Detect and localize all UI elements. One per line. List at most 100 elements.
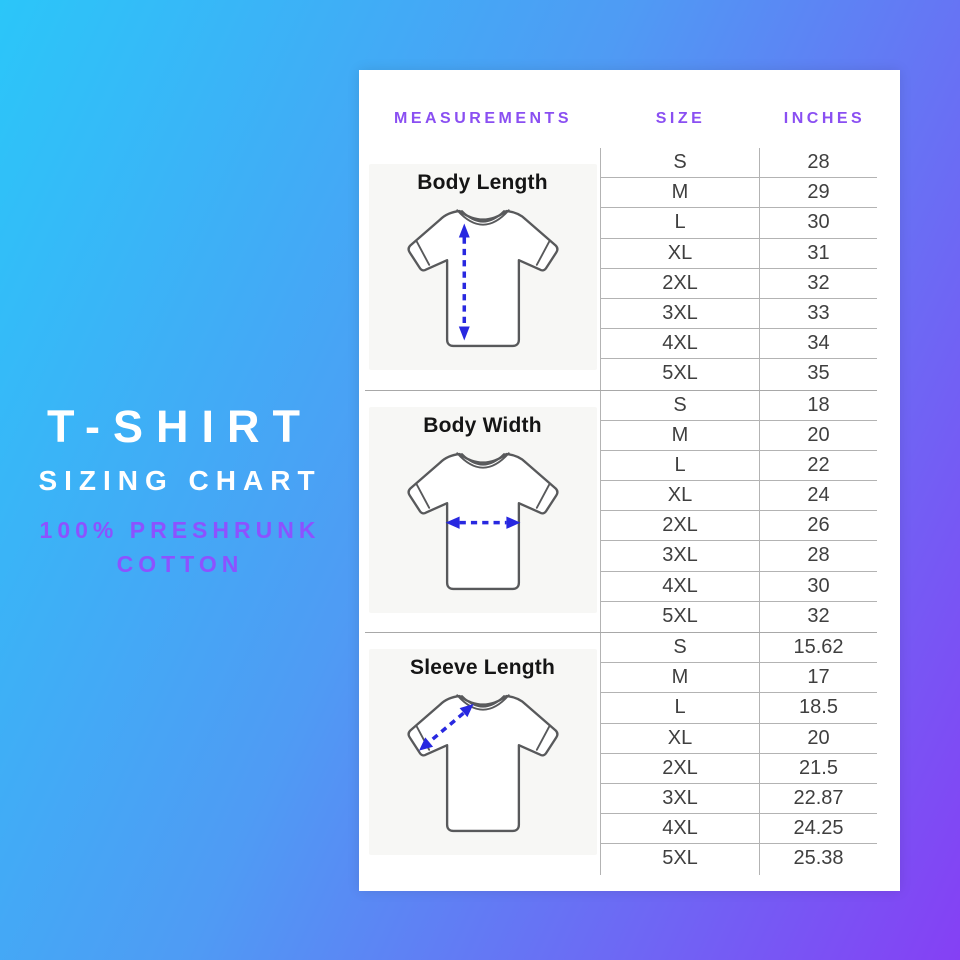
size-cell: 3XL [601, 298, 760, 329]
tshirt-sleeve-length-icon [406, 694, 559, 833]
inches-cell: 28 [807, 544, 830, 567]
section-body-length: Body Length S 28 M 29 L 30 XL 31 2XL 32 3XL 33 4XL 34… [365, 148, 877, 391]
size-cell: 5XL [601, 359, 760, 390]
inches-cell: 33 [807, 301, 830, 324]
body-width-rows: S 18 M 20 L 22 XL 24 2XL 26 3XL 28 4XL 30 5XL 32 [600, 390, 877, 632]
size-row: M 20 [601, 420, 877, 451]
size-cell: M [601, 663, 760, 693]
inches-cell: 21.5 [799, 756, 838, 779]
size-cell: 5XL [601, 844, 760, 875]
measurement-label: Sleeve Length [410, 656, 555, 679]
size-cell: 3XL [601, 541, 760, 571]
size-row: 5XL 32 [601, 601, 877, 632]
inches-cell: 32 [807, 604, 830, 627]
inches-cell: 24 [807, 484, 830, 507]
size-cell: S [601, 633, 760, 663]
inches-cell: 28 [807, 151, 830, 173]
measurement-label: Body Width [423, 413, 542, 437]
size-row: S 28 [601, 148, 877, 179]
size-row: 3XL 28 [601, 541, 877, 572]
size-cell: 4XL [601, 814, 760, 844]
section-body-width: Body Width S 18 M 20 L 22 XL 24 2XL 26 3XL 28 4XL 30 5… [365, 390, 877, 633]
size-row: 2XL 32 [601, 268, 877, 299]
column-headers: MEASUREMENTS SIZE INCHES [365, 70, 900, 128]
poster-title-block: T-SHIRT SIZING CHART 100% PRESHRUNK COTT… [0, 404, 360, 576]
size-cell: L [601, 693, 760, 723]
inches-cell: 31 [807, 241, 830, 264]
left-panel: T-SHIRT SIZING CHART 100% PRESHRUNK COTT… [0, 0, 360, 960]
body-width-illustration: Body Width [368, 406, 597, 613]
size-row: 3XL 22.87 [601, 783, 877, 815]
inches-cell: 35 [807, 362, 830, 385]
size-cell: S [601, 390, 760, 420]
size-row: L 30 [601, 208, 877, 239]
size-cell: L [601, 208, 760, 238]
measurement-cell-body-length: Body Length [365, 148, 600, 390]
measurement-cell-sleeve-length: Sleeve Length [365, 633, 600, 875]
column-header-measurements: MEASUREMENTS [393, 110, 572, 127]
inches-cell: 22.87 [793, 786, 844, 809]
inches-cell: 20 [807, 423, 830, 446]
size-row: XL 20 [601, 723, 877, 754]
size-row: S 15.62 [601, 633, 877, 664]
size-row: 4XL 24.25 [601, 814, 877, 845]
column-header-inches: INCHES [783, 110, 866, 127]
size-row: 2XL 26 [601, 511, 877, 542]
size-cell: 3XL [601, 783, 760, 814]
column-header-size: SIZE [655, 110, 706, 127]
inches-cell: 30 [807, 211, 830, 234]
inches-cell: 34 [807, 332, 830, 355]
size-row: 2XL 21.5 [601, 753, 877, 784]
size-row: L 22 [601, 450, 877, 482]
size-row: 4XL 34 [601, 329, 877, 360]
inches-cell: 18.5 [799, 696, 838, 719]
size-row: 5XL 25.38 [601, 844, 877, 875]
sleeve-length-rows: S 15.62 M 17 L 18.5 XL 20 2XL 21.5 3XL 22.87 4XL 24.2… [600, 633, 877, 875]
size-cell: 2XL [601, 753, 760, 783]
inches-cell: 18 [807, 393, 830, 416]
poster-tagline-line1: 100% PRESHRUNK [39, 517, 321, 543]
inches-cell: 15.62 [793, 636, 844, 658]
size-chart-card: MEASUREMENTS SIZE INCHES Body Length S 28… [359, 70, 900, 891]
size-row: 3XL 33 [601, 298, 877, 330]
inches-cell: 25.38 [793, 847, 844, 870]
size-row: S 18 [601, 390, 877, 421]
size-cell: 4XL [601, 571, 760, 601]
inches-cell: 20 [807, 726, 830, 749]
size-cell: XL [601, 481, 760, 511]
size-row: L 18.5 [601, 693, 877, 724]
inches-cell: 22 [807, 453, 830, 476]
body-length-illustration: Body Length [368, 164, 597, 370]
size-row: XL 31 [601, 238, 877, 269]
size-cell: M [601, 178, 760, 208]
size-row: XL 24 [601, 481, 877, 512]
section-sleeve-length: Sleeve Length S 15.62 M 17 L 18.5 XL 20 2XL 21.5 3… [365, 633, 877, 875]
poster-tagline-line2: COTTON [116, 551, 244, 577]
size-cell: 4XL [601, 329, 760, 359]
poster-title: T-SHIRT [47, 401, 313, 452]
inches-cell: 17 [807, 666, 830, 689]
size-cell: 5XL [601, 601, 760, 632]
tshirt-body-width-icon [406, 451, 559, 590]
inches-cell: 29 [807, 181, 830, 204]
size-cell: L [601, 450, 760, 481]
size-row: M 29 [601, 178, 877, 209]
size-table: Body Length S 28 M 29 L 30 XL 31 2XL 32 3XL 33 4XL 34… [365, 148, 877, 875]
inches-cell: 26 [807, 514, 830, 537]
size-cell: M [601, 420, 760, 450]
body-length-rows: S 28 M 29 L 30 XL 31 2XL 32 3XL 33 4XL 34 5XL 35 [600, 148, 877, 390]
sleeve-length-illustration: Sleeve Length [368, 649, 597, 855]
tshirt-body-length-icon [406, 209, 559, 348]
size-cell: XL [601, 723, 760, 753]
size-cell: 2XL [601, 511, 760, 541]
measurement-label: Body Length [417, 171, 548, 194]
inches-cell: 32 [807, 271, 830, 294]
inches-cell: 24.25 [793, 817, 844, 840]
size-cell: 2XL [601, 268, 760, 298]
size-row: 5XL 35 [601, 359, 877, 390]
size-cell: S [601, 148, 760, 178]
inches-cell: 30 [807, 574, 830, 597]
measurement-cell-body-width: Body Width [365, 391, 600, 633]
poster-subtitle: SIZING CHART [38, 465, 322, 496]
size-row: 4XL 30 [601, 571, 877, 602]
